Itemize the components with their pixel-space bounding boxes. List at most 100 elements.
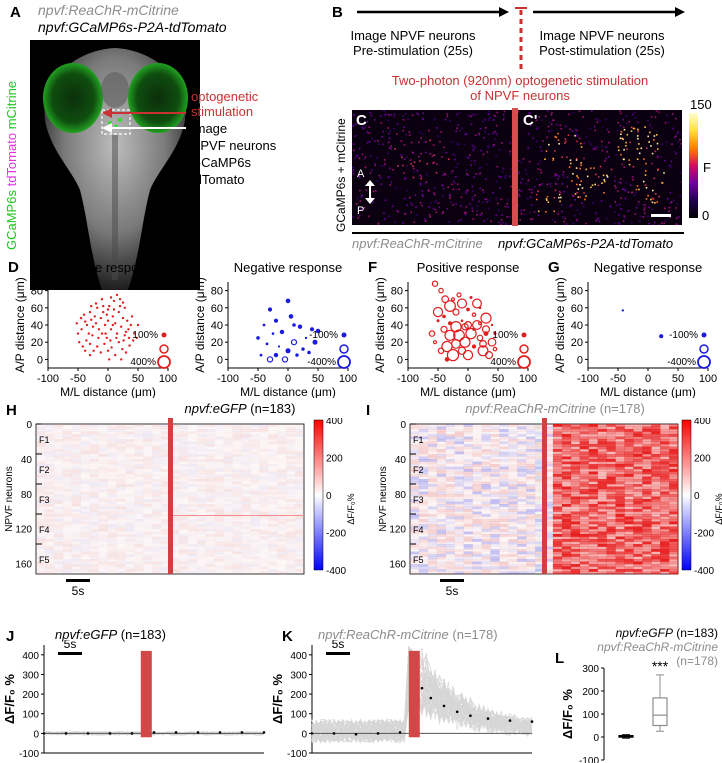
heat-cell (205, 546, 215, 550)
heat-cell (570, 511, 580, 515)
heat-cell (445, 559, 455, 562)
heat-cell (143, 501, 153, 505)
heat-cell (508, 471, 518, 475)
heat-cell (642, 441, 652, 445)
heat-cell (214, 466, 224, 470)
noise-pixel (654, 202, 656, 204)
heat-cell (178, 449, 189, 452)
heat-cell (633, 504, 643, 507)
heat-cell (89, 439, 99, 442)
heat-cell (642, 506, 652, 510)
noise-pixel (460, 196, 463, 199)
noise-pixel (539, 169, 542, 171)
heat-cell (615, 426, 625, 430)
heat-cell (660, 526, 670, 530)
heat-cell (481, 426, 491, 430)
heat-cell (143, 489, 153, 492)
heat-cell (463, 559, 473, 562)
heat-cell (44, 444, 55, 447)
heat-cell (615, 571, 625, 575)
noise-pixel (522, 158, 525, 160)
heat-cell (544, 531, 554, 535)
heat-cell (277, 502, 286, 505)
heat-cell (418, 509, 429, 512)
heat-cell (445, 554, 455, 557)
heat-cell (187, 544, 198, 547)
heat-cell (205, 424, 215, 427)
heat-cell (170, 479, 180, 482)
heat-cell (152, 566, 162, 570)
data-point (87, 332, 91, 335)
heat-cell (81, 474, 90, 477)
heat-cell (642, 526, 652, 530)
noise-pixel (378, 143, 380, 145)
heat-cell (552, 539, 563, 542)
heat-cell (259, 474, 268, 477)
heat-cell (268, 516, 278, 520)
heat-cell (161, 451, 171, 455)
heat-cell (427, 439, 438, 442)
heat-cell (606, 429, 616, 432)
heat-cell (152, 461, 162, 465)
heat-cell (44, 479, 55, 482)
heat-cell (651, 499, 661, 502)
data-point (483, 331, 489, 336)
y-tick-label: 100 (22, 710, 39, 721)
heat-cell (561, 539, 572, 542)
heat-cell (410, 431, 420, 435)
heat-cell (552, 496, 563, 500)
heat-cell (445, 496, 455, 500)
heat-cell (642, 504, 652, 507)
heat-cell (561, 429, 572, 432)
heat-cell (286, 559, 296, 562)
heat-cell (116, 571, 126, 575)
noise-pixel (632, 127, 635, 130)
noise-pixel (598, 220, 600, 223)
data-point (265, 342, 269, 346)
data-point (262, 323, 266, 327)
heat-cell (410, 499, 420, 502)
heat-cell (552, 534, 563, 537)
heat-cell (161, 426, 171, 430)
heat-cell (134, 541, 144, 545)
noise-pixel (597, 176, 600, 178)
heat-cell (588, 441, 598, 445)
heat-cell (544, 541, 554, 545)
heat-cell (250, 469, 259, 472)
heat-cell (418, 469, 429, 472)
heat-cell (624, 506, 634, 510)
heat-cell (499, 509, 509, 512)
heat-cell (508, 456, 518, 460)
heat-cell (526, 491, 536, 495)
heat-cell (561, 516, 572, 520)
heat-cell (633, 501, 643, 505)
heat-cell (36, 484, 46, 487)
heat-cell (561, 454, 572, 457)
heat-cell (80, 424, 90, 427)
heat-cell (80, 519, 90, 522)
heat-cell (588, 481, 598, 485)
j-n: (n=183) (120, 627, 166, 642)
size-legend-label: 100% (492, 330, 518, 341)
noise-pixel (555, 183, 557, 185)
noise-pixel (671, 143, 673, 145)
heat-cell (277, 469, 287, 472)
heat-cell (579, 564, 589, 567)
heat-cell (125, 566, 135, 570)
heat-cell (517, 566, 527, 570)
noise-pixel (358, 174, 360, 176)
heat-cell (508, 431, 518, 435)
heat-cell (464, 534, 473, 537)
noise-pixel (446, 208, 449, 210)
heat-cell (597, 519, 607, 522)
heat-cell (205, 484, 215, 487)
heat-cell (224, 484, 233, 487)
heat-cell (472, 446, 482, 450)
heat-cell (170, 436, 180, 440)
heat-cell (579, 534, 589, 537)
heat-cell (588, 509, 598, 512)
heat-cell (606, 451, 616, 455)
heat-cell (651, 534, 661, 537)
noise-pixel (638, 188, 640, 191)
data-point (440, 325, 448, 333)
